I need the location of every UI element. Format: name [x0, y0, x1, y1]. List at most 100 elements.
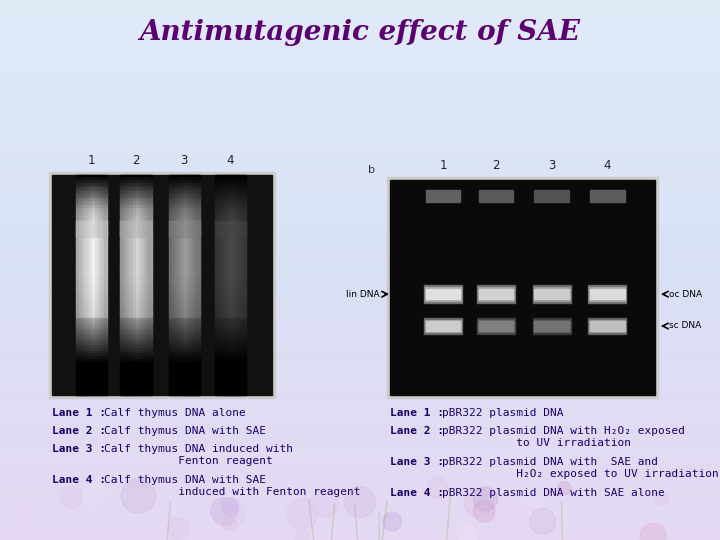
- Bar: [101, 364, 104, 368]
- Bar: [243, 345, 246, 348]
- Bar: [181, 318, 184, 321]
- Bar: [224, 232, 228, 235]
- Bar: [130, 328, 133, 332]
- Bar: [190, 194, 194, 197]
- Bar: [139, 265, 143, 268]
- Bar: [135, 230, 139, 233]
- Bar: [215, 254, 218, 258]
- Bar: [240, 235, 243, 238]
- Bar: [127, 199, 130, 202]
- Bar: [91, 301, 95, 304]
- Bar: [171, 353, 175, 356]
- Bar: [132, 230, 136, 233]
- Bar: [120, 227, 124, 230]
- Bar: [193, 359, 197, 362]
- Bar: [215, 295, 218, 299]
- Bar: [221, 375, 225, 379]
- Bar: [91, 174, 95, 178]
- Bar: [82, 273, 86, 276]
- Bar: [130, 219, 133, 222]
- Bar: [135, 232, 139, 235]
- Bar: [79, 238, 83, 241]
- Bar: [127, 254, 130, 258]
- Bar: [168, 265, 172, 268]
- Bar: [145, 213, 148, 216]
- Bar: [101, 227, 104, 230]
- Bar: [178, 364, 181, 368]
- Bar: [132, 219, 136, 222]
- Bar: [215, 315, 218, 318]
- Bar: [130, 257, 133, 260]
- Bar: [101, 177, 104, 180]
- Bar: [91, 273, 95, 276]
- Bar: [139, 361, 143, 365]
- Bar: [139, 213, 143, 216]
- Bar: [79, 271, 83, 274]
- Bar: [184, 271, 188, 274]
- Bar: [218, 370, 222, 373]
- Bar: [145, 386, 148, 389]
- Bar: [224, 197, 228, 200]
- Bar: [95, 340, 98, 343]
- Bar: [120, 307, 124, 310]
- Bar: [478, 287, 514, 301]
- Bar: [120, 210, 124, 213]
- Bar: [227, 359, 230, 362]
- Bar: [101, 260, 104, 263]
- Bar: [148, 340, 151, 343]
- Bar: [230, 285, 234, 288]
- Bar: [76, 326, 80, 329]
- Bar: [175, 378, 179, 381]
- Bar: [168, 240, 172, 244]
- Bar: [82, 224, 86, 227]
- Bar: [175, 183, 179, 186]
- Bar: [227, 364, 230, 368]
- Bar: [79, 389, 83, 392]
- Bar: [127, 298, 130, 301]
- Bar: [215, 186, 218, 189]
- Bar: [240, 260, 243, 263]
- Bar: [175, 207, 179, 211]
- Bar: [135, 279, 139, 282]
- Bar: [79, 260, 83, 263]
- Bar: [98, 199, 102, 202]
- Bar: [142, 235, 145, 238]
- Bar: [104, 348, 107, 351]
- Bar: [215, 356, 218, 359]
- Bar: [139, 345, 143, 348]
- Bar: [91, 232, 95, 235]
- Bar: [120, 262, 124, 266]
- Bar: [479, 190, 513, 201]
- Bar: [215, 240, 218, 244]
- Bar: [190, 216, 194, 219]
- Bar: [236, 307, 240, 310]
- Bar: [135, 219, 139, 222]
- Bar: [98, 287, 102, 291]
- Bar: [221, 307, 225, 310]
- Bar: [89, 340, 92, 343]
- Bar: [221, 383, 225, 387]
- Bar: [148, 219, 151, 222]
- Bar: [139, 177, 143, 180]
- Bar: [123, 293, 127, 296]
- Bar: [132, 216, 136, 219]
- Bar: [171, 246, 175, 249]
- Bar: [224, 331, 228, 334]
- Bar: [91, 375, 95, 379]
- Bar: [193, 199, 197, 202]
- Bar: [135, 180, 139, 183]
- Bar: [123, 221, 125, 237]
- Bar: [233, 326, 237, 329]
- Bar: [104, 183, 107, 186]
- Bar: [104, 303, 107, 307]
- Bar: [86, 249, 89, 252]
- Bar: [236, 183, 240, 186]
- Bar: [215, 328, 218, 332]
- Bar: [148, 177, 151, 180]
- Bar: [98, 298, 102, 301]
- Bar: [168, 295, 172, 299]
- Bar: [123, 177, 127, 180]
- Bar: [168, 392, 172, 395]
- Bar: [233, 298, 237, 301]
- Bar: [224, 386, 228, 389]
